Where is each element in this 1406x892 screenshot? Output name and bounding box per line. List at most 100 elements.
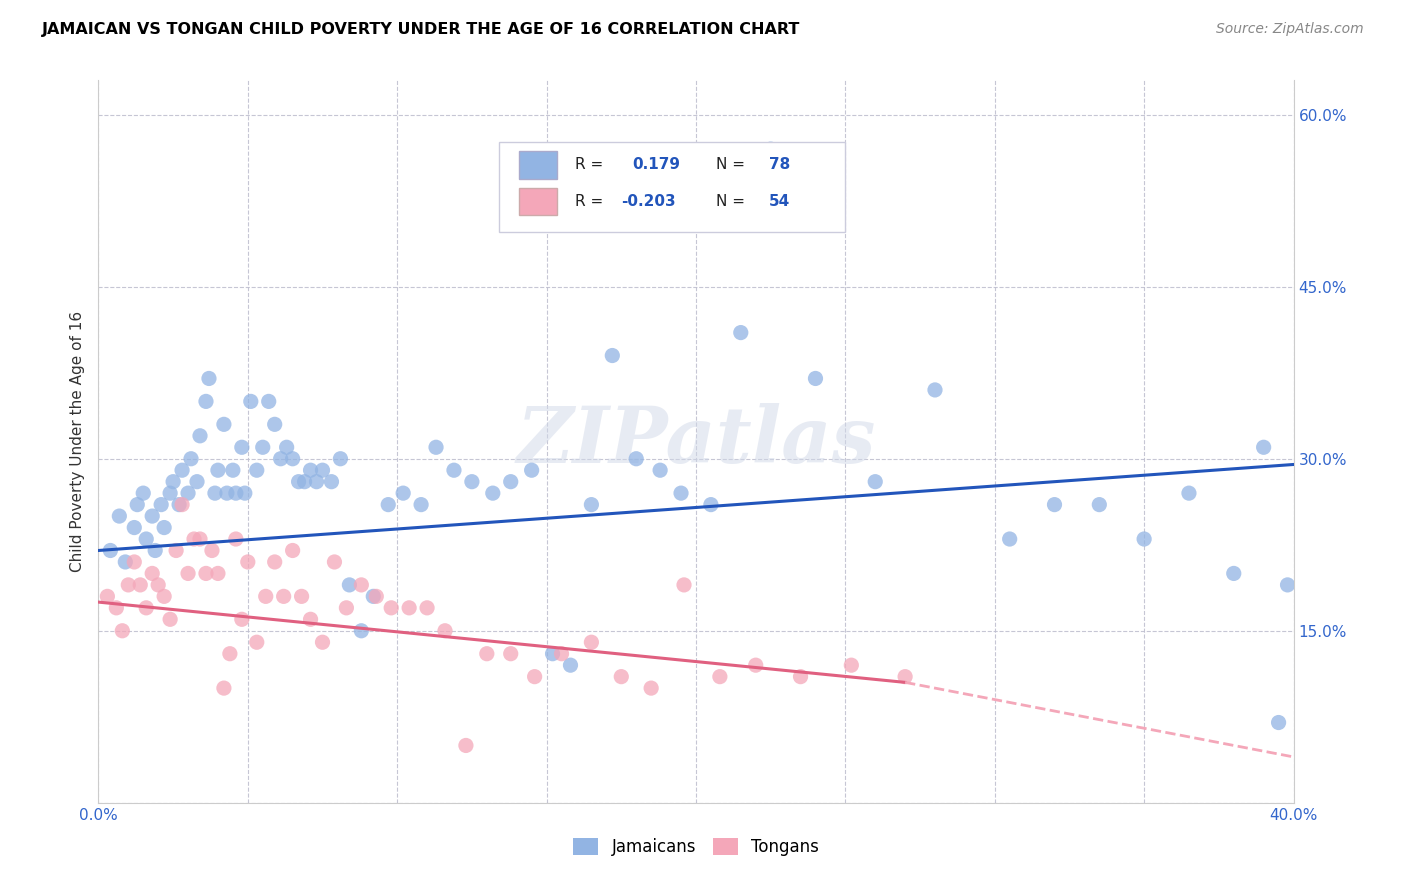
Point: [709, 670, 731, 684]
Point: [602, 349, 624, 363]
Point: [321, 475, 343, 489]
Point: [1223, 566, 1246, 581]
Text: 54: 54: [769, 194, 790, 209]
Point: [443, 463, 465, 477]
Point: [105, 600, 128, 615]
Point: [162, 475, 184, 489]
Point: [924, 383, 946, 397]
Point: [263, 555, 285, 569]
Point: [350, 624, 373, 638]
Point: [299, 612, 322, 626]
Point: [377, 498, 399, 512]
Point: [287, 475, 309, 489]
Point: [305, 475, 328, 489]
Point: [246, 635, 269, 649]
Legend: Jamaicans, Tongans: Jamaicans, Tongans: [567, 831, 825, 863]
Point: [673, 578, 696, 592]
Text: R =: R =: [575, 157, 603, 172]
Point: [311, 463, 333, 477]
Point: [183, 532, 205, 546]
Point: [1178, 486, 1201, 500]
Point: [998, 532, 1021, 546]
Point: [581, 635, 603, 649]
Point: [98, 543, 122, 558]
Point: [186, 475, 208, 489]
Point: [560, 658, 582, 673]
Point: [207, 463, 229, 477]
Point: [159, 612, 181, 626]
Text: 0.179: 0.179: [633, 157, 681, 172]
Point: [520, 463, 543, 477]
Point: [294, 475, 316, 489]
Point: [1267, 715, 1289, 730]
Point: [167, 498, 190, 512]
Point: [1043, 498, 1066, 512]
Point: [159, 486, 181, 500]
Point: [195, 394, 218, 409]
Point: [148, 578, 170, 592]
Point: [225, 532, 247, 546]
Point: [730, 326, 752, 340]
Point: [153, 590, 176, 604]
Point: [550, 647, 572, 661]
Point: [124, 520, 146, 534]
Point: [416, 600, 439, 615]
Point: [231, 612, 253, 626]
Point: [626, 451, 648, 466]
Point: [215, 486, 238, 500]
Text: N =: N =: [716, 194, 745, 209]
Point: [299, 463, 322, 477]
Text: N =: N =: [716, 157, 745, 172]
Point: [204, 486, 226, 500]
Point: [841, 658, 863, 673]
Point: [1133, 532, 1156, 546]
Point: [143, 543, 166, 558]
Point: [180, 451, 202, 466]
Point: [111, 624, 134, 638]
Point: [392, 486, 415, 500]
Point: [411, 498, 433, 512]
Point: [212, 681, 235, 695]
Point: [894, 670, 917, 684]
Point: [207, 566, 229, 581]
Point: [117, 578, 139, 592]
Point: [339, 578, 361, 592]
Point: [366, 590, 388, 604]
Point: [380, 600, 402, 615]
Point: [669, 486, 692, 500]
FancyBboxPatch shape: [519, 188, 557, 215]
Text: ZIPatlas: ZIPatlas: [516, 403, 876, 480]
Point: [1253, 440, 1275, 454]
Point: [135, 532, 157, 546]
Point: [246, 463, 269, 477]
Point: [640, 681, 662, 695]
Point: [804, 371, 827, 385]
Point: [96, 590, 118, 604]
Point: [263, 417, 285, 432]
Point: [865, 475, 887, 489]
Point: [254, 590, 277, 604]
FancyBboxPatch shape: [519, 151, 557, 178]
Text: 78: 78: [769, 157, 790, 172]
Point: [257, 394, 280, 409]
Text: -0.203: -0.203: [620, 194, 675, 209]
Point: [281, 543, 304, 558]
Point: [188, 532, 211, 546]
Point: [219, 647, 242, 661]
Point: [124, 555, 146, 569]
Point: [153, 520, 176, 534]
Point: [127, 498, 149, 512]
Point: [141, 566, 163, 581]
Point: [482, 486, 505, 500]
Point: [454, 739, 477, 753]
Point: [177, 566, 200, 581]
Point: [1277, 578, 1299, 592]
Point: [135, 600, 157, 615]
Point: [499, 475, 522, 489]
Y-axis label: Child Poverty Under the Age of 16: Child Poverty Under the Age of 16: [69, 311, 84, 572]
Point: [273, 590, 295, 604]
Point: [114, 555, 136, 569]
Point: [270, 451, 292, 466]
Point: [165, 543, 187, 558]
Point: [581, 498, 603, 512]
